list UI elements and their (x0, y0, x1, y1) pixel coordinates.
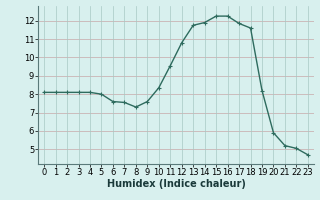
X-axis label: Humidex (Indice chaleur): Humidex (Indice chaleur) (107, 179, 245, 189)
